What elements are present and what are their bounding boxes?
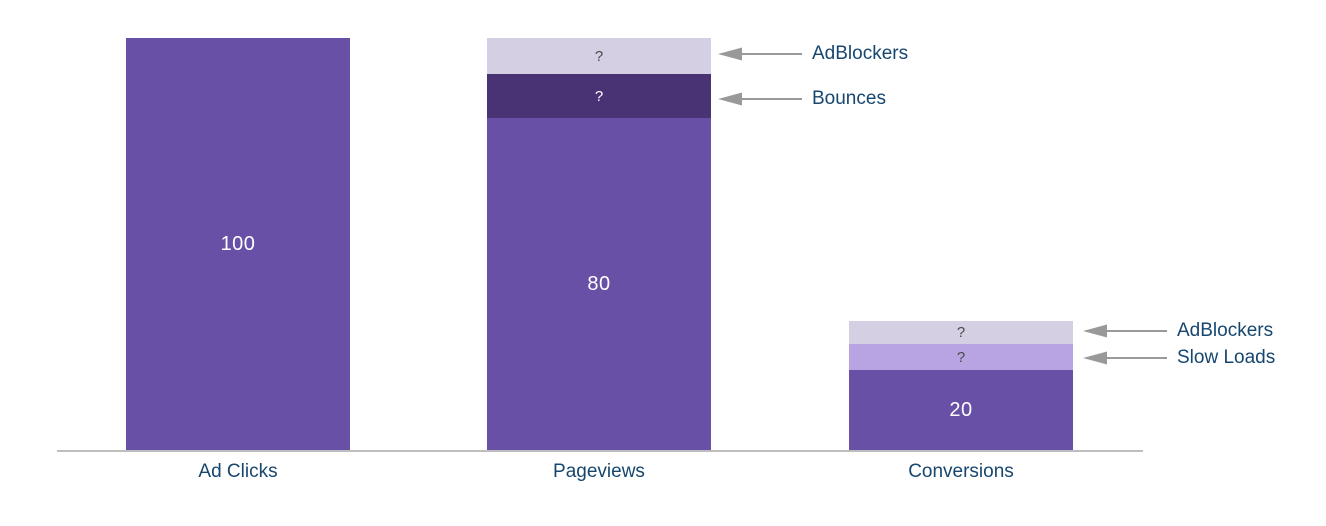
bar-value-label: 20	[949, 399, 973, 421]
segment-value-label: ?	[956, 348, 966, 366]
left-arrow-icon	[1083, 351, 1167, 365]
x-axis-line	[57, 450, 1143, 452]
annotation-label: Bounces	[812, 88, 886, 109]
annotation-label: AdBlockers	[812, 43, 909, 64]
x-tick-label-pageviews: Pageviews	[553, 461, 645, 482]
bar-value-label: 80	[587, 273, 611, 295]
annotation-conversions-slowloads: Slow Loads	[1083, 347, 1275, 369]
bar-value-label: 100	[220, 233, 256, 255]
segment-pageviews-adblockers: ?	[487, 38, 711, 74]
segment-pageviews-bounces: ?	[487, 74, 711, 118]
segment-conversions-slowloads: ?	[849, 344, 1073, 370]
left-arrow-icon	[1083, 324, 1167, 338]
x-tick-label-conversions: Conversions	[908, 461, 1014, 482]
segment-value-label: ?	[594, 87, 604, 105]
segment-value-label: ?	[594, 47, 604, 65]
annotation-conversions-adblockers: AdBlockers	[1083, 320, 1273, 342]
left-arrow-icon	[718, 47, 802, 61]
segment-conversions-main: 20	[849, 370, 1073, 451]
segment-pageviews-main: 80	[487, 118, 711, 451]
annotation-pageviews-bounces: Bounces	[718, 88, 886, 110]
bar-ad-clicks: 100	[126, 38, 350, 451]
segment-conversions-adblockers: ?	[849, 321, 1073, 344]
x-tick-label-ad-clicks: Ad Clicks	[198, 461, 278, 482]
annotation-label: AdBlockers	[1177, 320, 1274, 341]
left-arrow-icon	[718, 92, 802, 106]
annotation-pageviews-adblockers: AdBlockers	[718, 43, 908, 65]
bar-pageviews: ? ? 80	[487, 38, 711, 451]
annotation-label: Slow Loads	[1177, 347, 1276, 368]
segment-value-label: ?	[956, 324, 966, 341]
bar-conversions: ? ? 20	[849, 321, 1073, 451]
